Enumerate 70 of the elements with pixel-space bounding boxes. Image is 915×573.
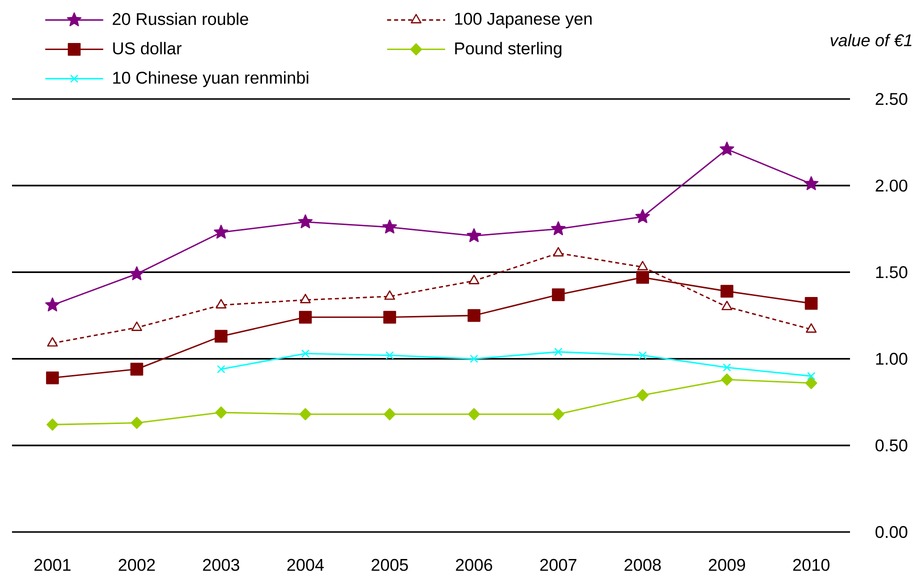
point [384,408,396,420]
point [470,354,478,363]
point [804,296,818,310]
y-tick-label: 0.50 [876,439,908,452]
x-tick-label: 2005 [372,558,408,571]
y-tick-label: 1.50 [876,266,908,278]
point [720,373,733,386]
legend-label: Pound sterling [455,42,562,58]
point [300,294,311,304]
point [386,351,394,360]
point [805,376,818,390]
point [45,298,60,312]
point [214,224,228,239]
point [216,365,226,374]
point [554,348,562,356]
point [130,416,143,429]
point [720,284,734,298]
point [131,322,142,331]
y-tick-label: 2.50 [876,92,908,106]
point [804,176,818,190]
point [468,309,480,322]
point [635,209,650,224]
x-tick-label: 2003 [203,558,240,571]
point [384,290,396,300]
point [552,288,565,302]
point [46,371,59,384]
x-tick-label: 2008 [624,558,661,571]
point [215,406,228,419]
x-tick-label: 2007 [540,558,576,571]
legend-label: 10 Chinese yuan renminbi [113,71,308,88]
point [47,337,58,347]
point [637,260,648,270]
point [466,228,482,242]
point [551,221,566,236]
point [722,300,732,310]
point [636,389,649,402]
point [130,362,144,376]
point [552,408,564,420]
point [216,299,226,308]
point [382,220,397,234]
x-tick-label: 2010 [793,558,830,571]
point [383,310,396,324]
x-tick-label: 2002 [118,558,155,571]
point [298,214,313,228]
point [806,323,817,333]
point [636,270,650,284]
point [130,266,144,280]
y-tick-label: 0.00 [876,526,908,538]
point [552,247,564,256]
legend-label: 100 Japanese yen [455,12,592,28]
point [722,363,732,372]
y-tick-label: 2.00 [876,180,908,192]
point [468,408,480,420]
x-tick-label: 2001 [34,558,71,571]
legend-label: 20 Russian rouble [112,12,248,26]
y-tick-label: 1.00 [876,352,908,365]
x-tick-label: 2009 [708,558,746,571]
point [46,418,58,431]
point [301,349,310,358]
legend-label: US dollar [113,42,182,54]
y-axis-title: value of €1 [830,34,912,46]
point [807,372,816,380]
point [468,274,480,284]
x-tick-label: 2004 [287,558,324,571]
x-tick-label: 2006 [456,558,492,571]
point [214,330,228,343]
point [638,351,647,360]
point [720,142,734,156]
point [299,408,312,420]
point [298,310,312,324]
